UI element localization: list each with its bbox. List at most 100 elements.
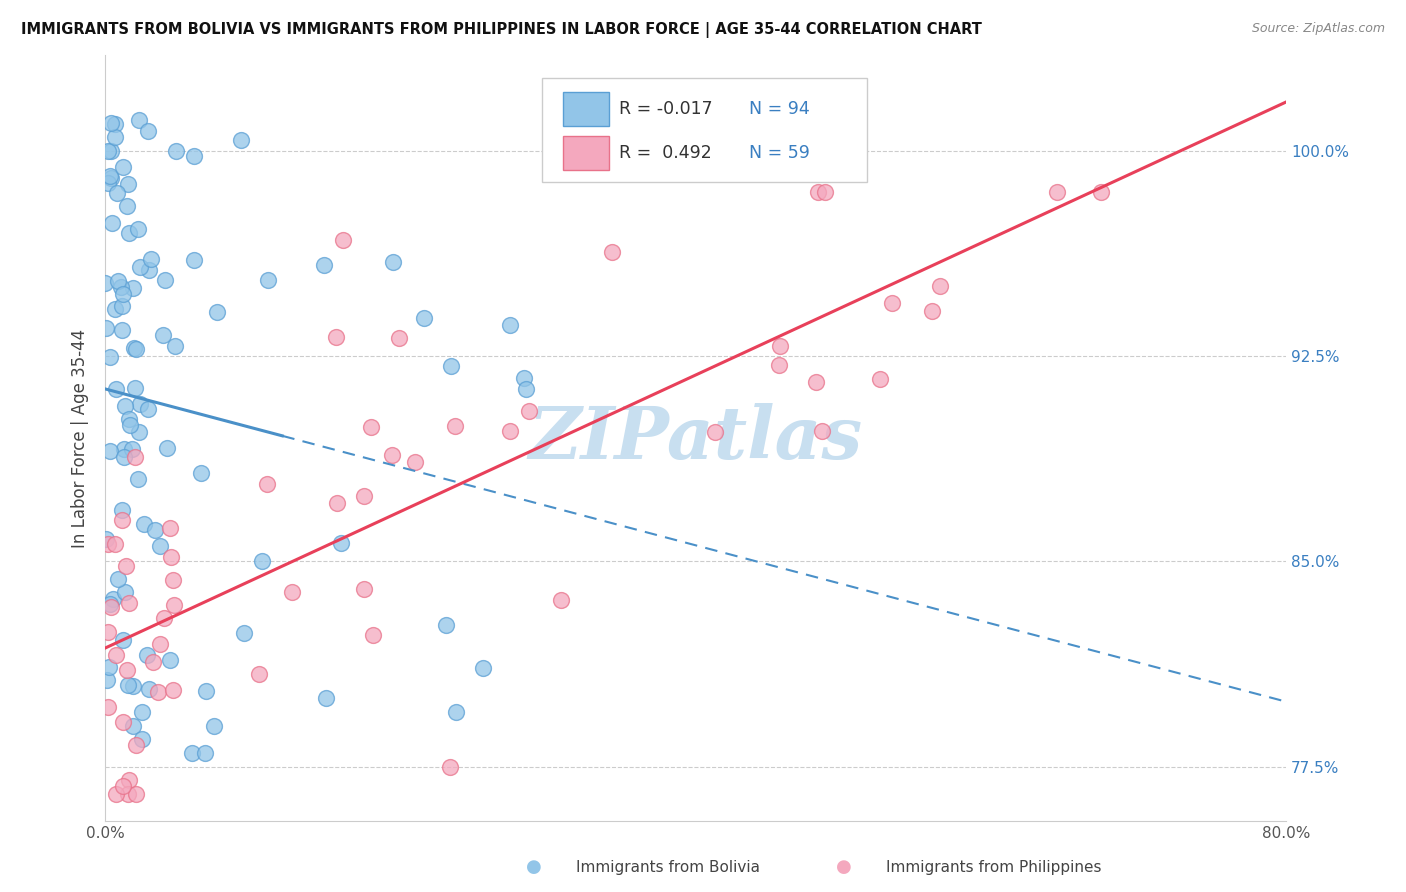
Point <box>814 185 837 199</box>
Point <box>97 144 120 158</box>
Point <box>247 667 270 681</box>
Point <box>131 705 153 719</box>
Point <box>162 574 184 588</box>
Point <box>97 176 120 190</box>
FancyBboxPatch shape <box>564 92 609 126</box>
Point <box>110 323 132 337</box>
Point <box>381 448 404 462</box>
Point <box>111 503 134 517</box>
Point <box>117 199 139 213</box>
Point <box>129 396 152 410</box>
Point <box>202 719 225 733</box>
Point <box>117 177 139 191</box>
Point <box>112 442 135 456</box>
Point <box>97 624 120 639</box>
Point <box>98 350 121 364</box>
Point <box>127 472 149 486</box>
Point <box>100 599 122 614</box>
Point <box>112 450 135 464</box>
Text: IMMIGRANTS FROM BOLIVIA VS IMMIGRANTS FROM PHILIPPINES IN LABOR FORCE | AGE 35-4: IMMIGRANTS FROM BOLIVIA VS IMMIGRANTS FR… <box>21 22 981 38</box>
Point <box>122 719 145 733</box>
Point <box>98 443 121 458</box>
Point <box>439 760 461 774</box>
Point <box>205 304 228 318</box>
Point <box>471 661 494 675</box>
Point <box>183 253 205 268</box>
Point <box>101 591 124 606</box>
Text: ●: ● <box>835 858 852 876</box>
Point <box>869 372 891 386</box>
Point <box>704 425 727 439</box>
Point <box>117 663 139 677</box>
Point <box>97 537 120 551</box>
Point <box>114 584 136 599</box>
Point <box>136 124 159 138</box>
Y-axis label: In Labor Force | Age 35-44: In Labor Force | Age 35-44 <box>72 329 89 548</box>
Point <box>194 684 217 698</box>
Point <box>122 341 145 355</box>
Point <box>127 222 149 236</box>
Point <box>139 252 162 266</box>
Point <box>880 295 903 310</box>
Point <box>121 679 143 693</box>
Point <box>149 636 172 650</box>
Point <box>1090 185 1112 199</box>
Point <box>159 520 181 534</box>
Point <box>98 169 121 183</box>
Point <box>111 512 134 526</box>
Point <box>929 278 952 293</box>
Point <box>250 554 273 568</box>
Text: Immigrants from Philippines: Immigrants from Philippines <box>886 860 1101 874</box>
Point <box>138 682 160 697</box>
Point <box>165 144 187 158</box>
Point <box>118 226 141 240</box>
Point <box>122 281 145 295</box>
Point <box>600 244 623 259</box>
Point <box>1046 185 1069 199</box>
Point <box>104 130 127 145</box>
Point <box>165 339 187 353</box>
Point <box>256 477 278 491</box>
Point <box>117 773 139 788</box>
Point <box>807 185 830 199</box>
Point <box>117 678 139 692</box>
Point <box>115 558 138 573</box>
Point <box>806 375 828 389</box>
Point <box>446 705 468 719</box>
Point <box>353 582 375 596</box>
Point <box>499 318 522 332</box>
Point <box>145 523 167 537</box>
Point <box>315 691 337 706</box>
Point <box>190 467 212 481</box>
Point <box>160 549 183 564</box>
Point <box>100 116 122 130</box>
Point <box>148 685 170 699</box>
Point <box>104 787 127 801</box>
Point <box>103 537 125 551</box>
Point <box>125 738 148 752</box>
Point <box>118 411 141 425</box>
Point <box>114 399 136 413</box>
Point <box>100 171 122 186</box>
Point <box>125 787 148 801</box>
FancyBboxPatch shape <box>543 78 866 182</box>
Point <box>153 273 176 287</box>
Point <box>124 450 146 464</box>
Point <box>128 425 150 439</box>
Point <box>159 652 181 666</box>
Point <box>104 301 127 316</box>
Point <box>111 299 134 313</box>
Point <box>517 404 540 418</box>
Point <box>152 610 174 624</box>
Point <box>112 286 135 301</box>
Point <box>131 732 153 747</box>
Point <box>117 596 139 610</box>
Point <box>513 371 536 385</box>
Text: R = -0.017: R = -0.017 <box>619 100 713 118</box>
Point <box>105 186 128 201</box>
Point <box>111 714 134 729</box>
Point <box>111 779 134 793</box>
Point <box>94 321 117 335</box>
Text: N = 59: N = 59 <box>749 144 810 162</box>
Point <box>360 420 382 434</box>
